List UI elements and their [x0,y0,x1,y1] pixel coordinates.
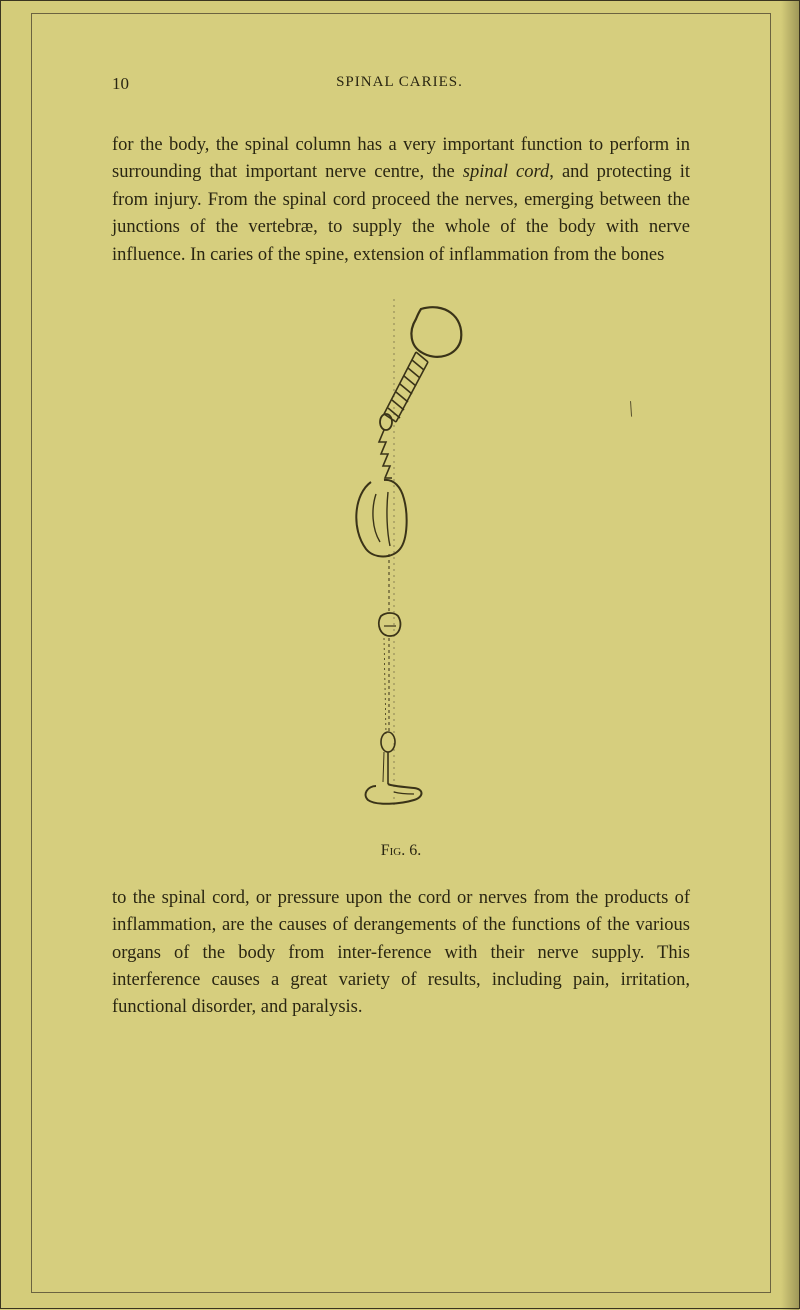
page-outer-border: 10 SPINAL CARIES. for the body, the spin… [0,0,800,1309]
chest-outline [356,480,406,557]
shoulder-joint [380,414,392,430]
paragraph-top: for the body, the spinal column has a ve… [112,132,690,269]
caption-fig: Fig [381,842,402,859]
chest-inner-2 [387,492,390,546]
cervical-segments [384,352,428,422]
caption-num: . 6. [401,842,421,859]
humerus-segments [379,430,392,478]
foot-inner [394,792,414,794]
knee-joint [381,732,395,752]
page-inner-frame: 10 SPINAL CARIES. for the body, the spin… [31,13,771,1293]
thigh-dotted-2 [384,638,386,734]
paragraph-bottom: to the spinal cord, or pressure upon the… [112,885,690,1022]
italic-term: spinal cord [463,162,550,182]
pelvis-shape [379,613,401,636]
page-number: 10 [112,74,129,94]
chest-inner-1 [373,494,380,542]
page-header: 10 SPINAL CARIES. [112,74,690,94]
shin-2 [383,752,384,782]
figure-caption: Fig. 6. [381,842,422,860]
running-head: SPINAL CARIES. [336,74,463,94]
anatomical-figure-svg [276,294,526,834]
head-outline [411,307,461,357]
figure-6: Fig. 6. [112,294,690,860]
page-edge-shadow [781,1,799,1310]
header-spacer [670,74,690,94]
